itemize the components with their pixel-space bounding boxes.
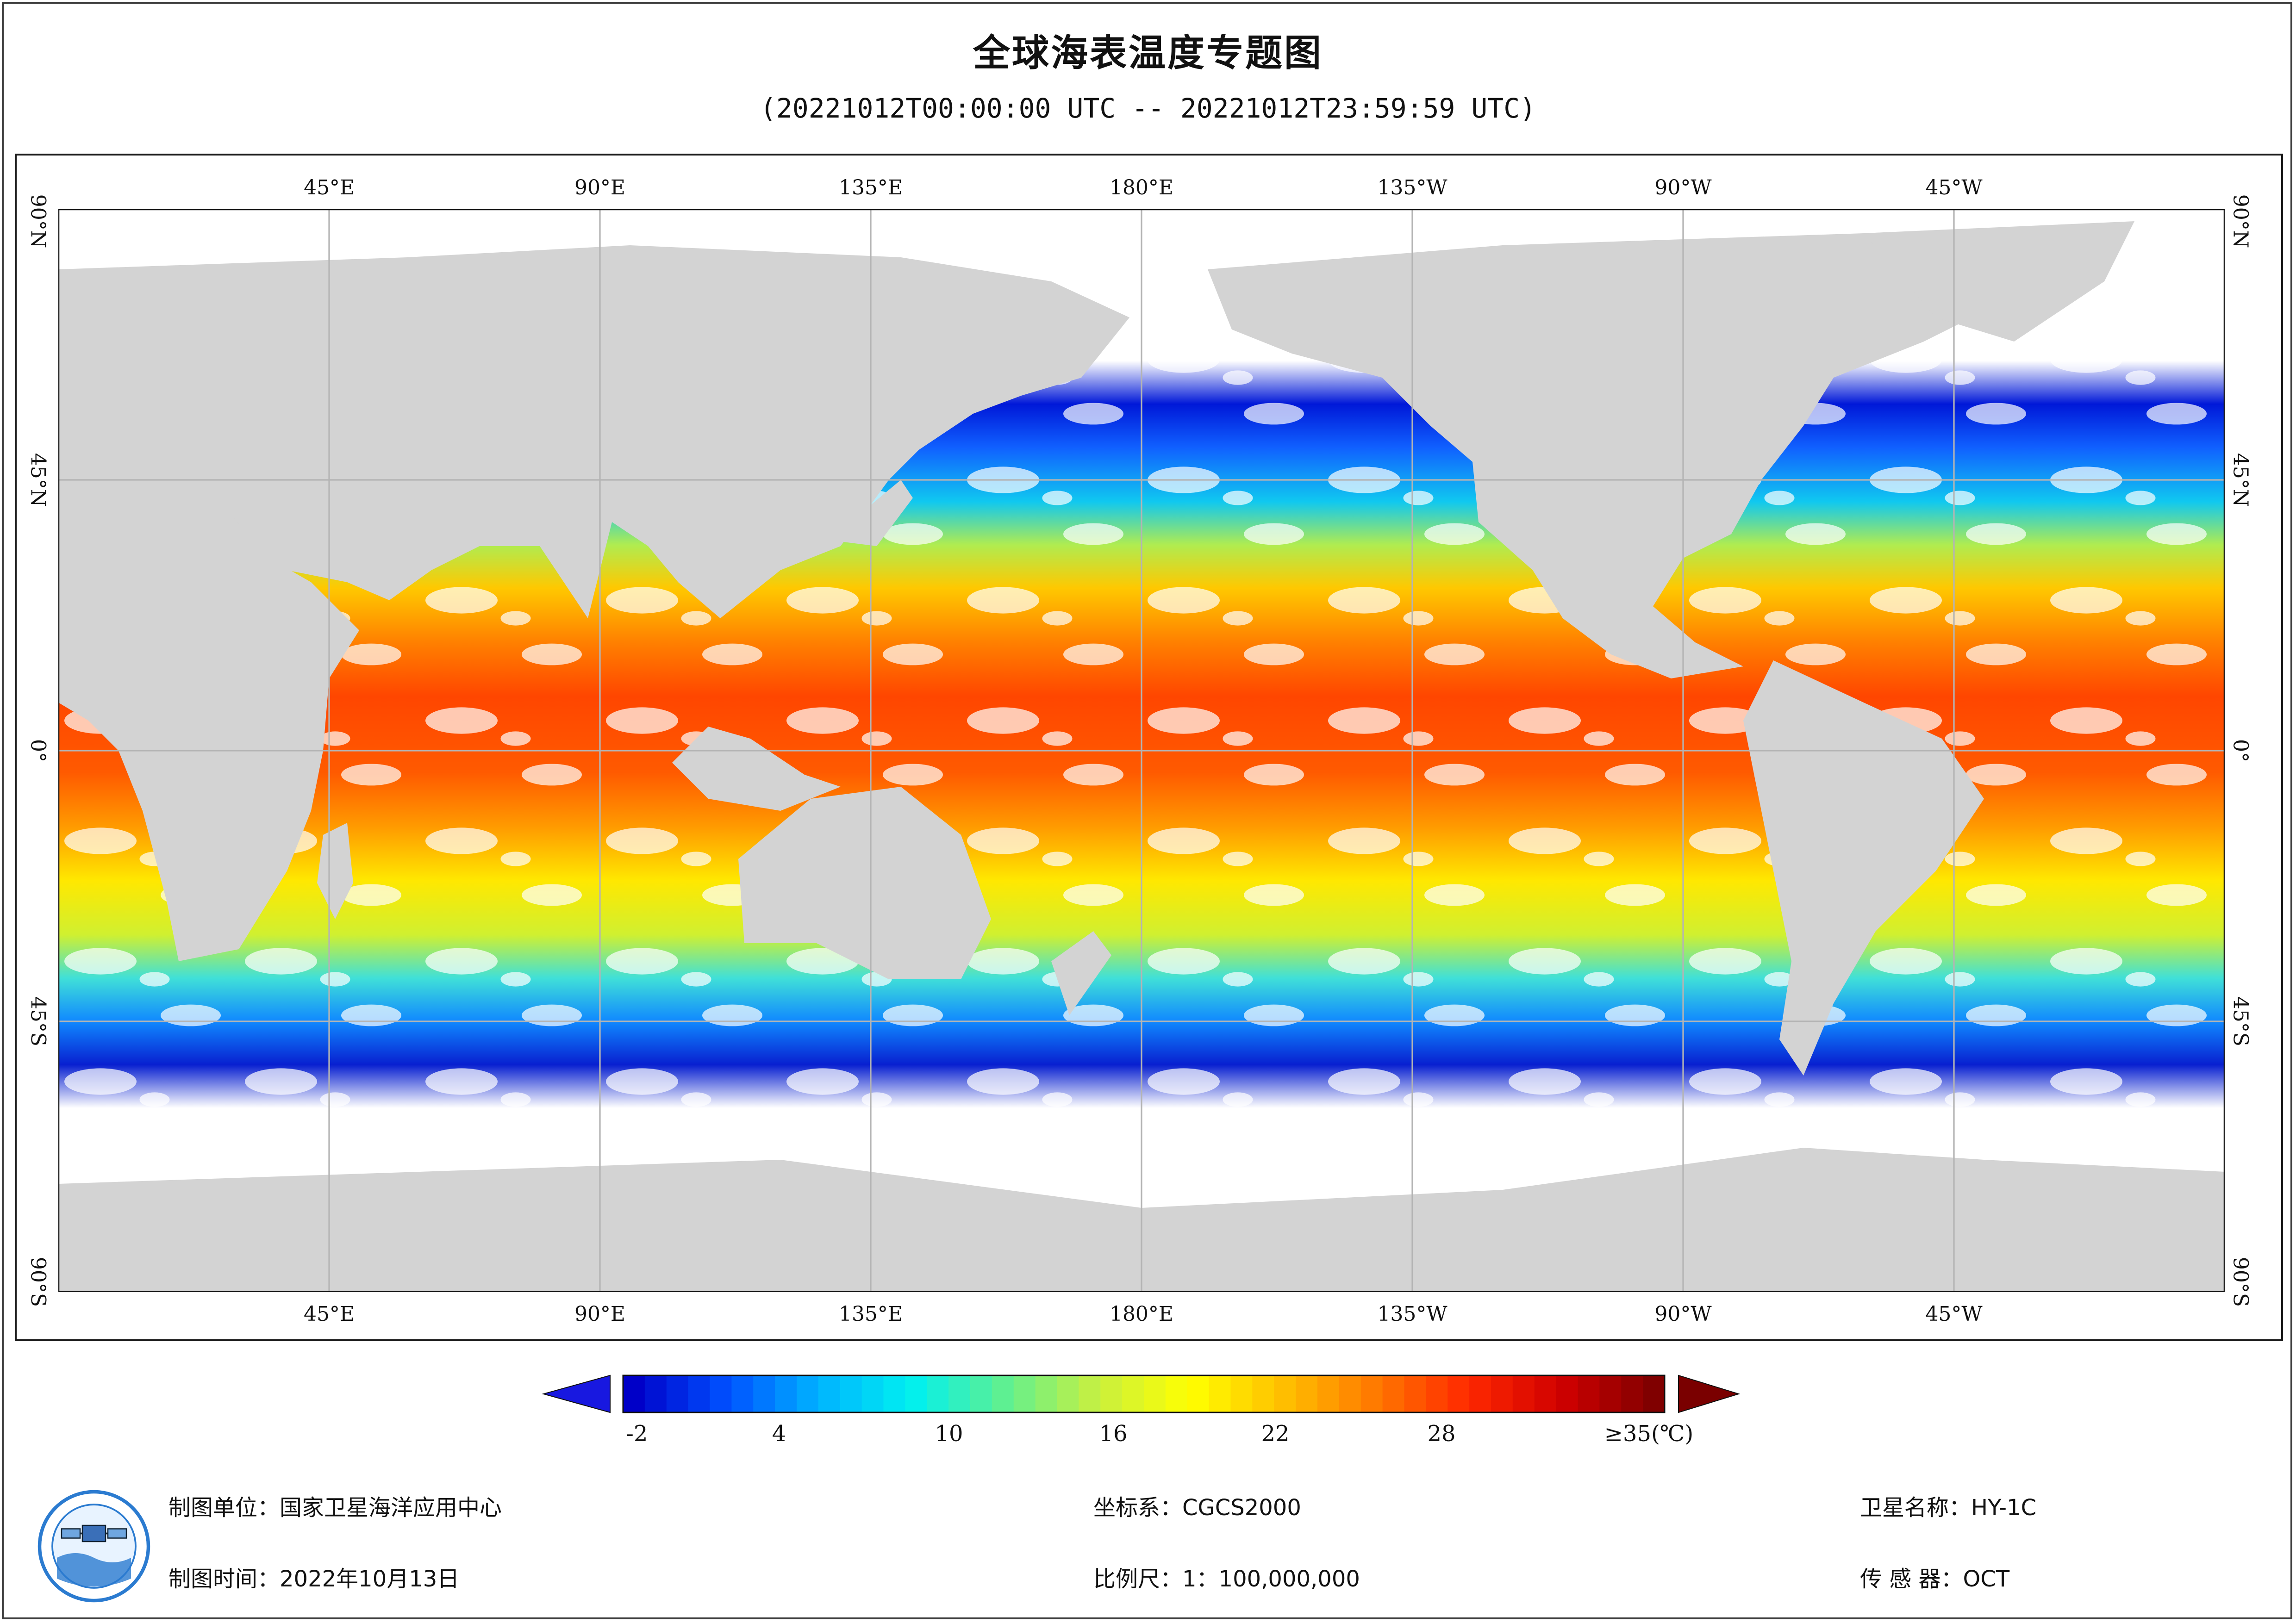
lon-label-45w-bottom: 45°W bbox=[1925, 1302, 1983, 1326]
colorbar-swatch bbox=[1252, 1375, 1274, 1412]
colorbar-swatch bbox=[1426, 1375, 1448, 1412]
colorbar-tick-label: 28 bbox=[1427, 1421, 1456, 1447]
colorbar-tick-label: 4 bbox=[772, 1421, 786, 1447]
new-zealand-land bbox=[1051, 931, 1111, 1015]
colorbar-swatch bbox=[623, 1375, 645, 1412]
australia-land bbox=[738, 787, 991, 979]
lon-label-180e-top: 180°E bbox=[1109, 176, 1174, 199]
colorbar-tick-label: 22 bbox=[1261, 1421, 1290, 1447]
colorbar-swatch bbox=[948, 1375, 971, 1412]
map-scale: 比例尺：1：100,000,000 bbox=[1093, 1566, 1360, 1592]
graticule bbox=[58, 209, 2225, 1292]
eurasia-land bbox=[58, 245, 1129, 618]
colorbar-swatch bbox=[666, 1375, 689, 1412]
colorbar-swatch bbox=[1447, 1375, 1470, 1412]
colorbar-border bbox=[622, 1374, 1666, 1413]
satellite-name: 卫星名称：HY-1C bbox=[1860, 1495, 2037, 1521]
colorbar-swatch bbox=[1165, 1375, 1188, 1412]
lon-label-90w-top: 90°W bbox=[1654, 176, 1712, 199]
sst-map bbox=[58, 209, 2225, 1292]
lon-label-90w-bottom: 90°W bbox=[1654, 1302, 1712, 1326]
colorbar-swatch bbox=[1317, 1375, 1340, 1412]
madagascar-land bbox=[317, 823, 353, 919]
colorbar-swatch bbox=[992, 1375, 1014, 1412]
colorbar-swatch bbox=[775, 1375, 797, 1412]
lon-label-135w-bottom: 135°W bbox=[1377, 1302, 1447, 1326]
africa-land bbox=[58, 492, 359, 961]
lon-label-135e-top: 135°E bbox=[838, 176, 903, 199]
lon-label-90e-bottom: 90°E bbox=[574, 1302, 626, 1326]
colorbar-tick-label: ≥35(℃) bbox=[1604, 1421, 1694, 1447]
colorbar-swatch bbox=[1556, 1375, 1578, 1412]
colorbar-swatch bbox=[883, 1375, 905, 1412]
colorbar-swatch bbox=[1578, 1375, 1600, 1412]
greenland-land bbox=[1864, 221, 2134, 342]
colorbar-swatch bbox=[644, 1375, 667, 1412]
colorbar-swatch bbox=[970, 1375, 992, 1412]
time-range-subtitle: (20221012T00:00:00 UTC -- 20221012T23:59… bbox=[760, 93, 1536, 124]
north-america-land bbox=[1208, 233, 2044, 678]
colorbar-swatch bbox=[1621, 1375, 1643, 1412]
producer-agency: 制图单位：国家卫星海洋应用中心 bbox=[168, 1495, 502, 1521]
colorbar-swatch bbox=[1144, 1375, 1166, 1412]
colorbar-low-arrow bbox=[542, 1374, 611, 1413]
lon-label-135w-top: 135°W bbox=[1377, 176, 1447, 199]
sensor-name: 传 感 器：OCT bbox=[1860, 1566, 2010, 1592]
lon-label-45e-bottom: 45°E bbox=[303, 1302, 355, 1326]
colorbar-swatch bbox=[840, 1375, 862, 1412]
lon-label-90e-top: 90°E bbox=[574, 176, 626, 199]
south-america-land bbox=[1743, 660, 1984, 1076]
colorbar-swatch bbox=[1013, 1375, 1036, 1412]
colorbar-swatch bbox=[1296, 1375, 1318, 1412]
colorbar-swatch bbox=[753, 1375, 775, 1412]
colorbar-swatch bbox=[1512, 1375, 1535, 1412]
lon-label-45w-top: 45°W bbox=[1925, 176, 1983, 199]
colorbar-swatch bbox=[818, 1375, 841, 1412]
colorbar-swatch bbox=[1339, 1375, 1361, 1412]
colorbar-swatch bbox=[1057, 1375, 1079, 1412]
map-frame bbox=[15, 154, 2283, 1341]
colorbar-swatch bbox=[1360, 1375, 1383, 1412]
colorbar-swatch bbox=[1035, 1375, 1058, 1412]
colorbar-swatch bbox=[1100, 1375, 1123, 1412]
colorbar-swatch bbox=[1274, 1375, 1296, 1412]
colorbar-tick-label: 16 bbox=[1099, 1421, 1128, 1447]
colorbar-swatch bbox=[1079, 1375, 1101, 1412]
colorbar-swatch bbox=[1122, 1375, 1144, 1412]
colorbar-swatch bbox=[1209, 1375, 1231, 1412]
colorbar-swatch bbox=[861, 1375, 884, 1412]
colorbar-swatch bbox=[1230, 1375, 1253, 1412]
colorbar-swatch bbox=[927, 1375, 949, 1412]
colorbar-swatch bbox=[1187, 1375, 1210, 1412]
colorbar-swatches bbox=[623, 1375, 1665, 1412]
colorbar-tick-label: 10 bbox=[935, 1421, 963, 1447]
production-date: 制图时间：2022年10月13日 bbox=[168, 1566, 460, 1592]
southeast-asia-islands bbox=[672, 727, 841, 811]
coordinate-system: 坐标系：CGCS2000 bbox=[1093, 1495, 1301, 1521]
colorbar-swatch bbox=[1404, 1375, 1426, 1412]
colorbar-swatch bbox=[797, 1375, 819, 1412]
colorbar-tick-label: -2 bbox=[626, 1421, 648, 1447]
colorbar-swatch bbox=[905, 1375, 927, 1412]
colorbar-swatch bbox=[1469, 1375, 1491, 1412]
map-title: 全球海表温度专题图 bbox=[973, 31, 1323, 75]
colorbar-swatch bbox=[688, 1375, 711, 1412]
nsoas-logo-icon bbox=[37, 1490, 150, 1603]
colorbar-swatch bbox=[1534, 1375, 1557, 1412]
colorbar-swatch bbox=[1599, 1375, 1622, 1412]
colorbar-swatch bbox=[731, 1375, 754, 1412]
colorbar-swatch bbox=[710, 1375, 732, 1412]
colorbar-swatch bbox=[1643, 1375, 1665, 1412]
lon-label-45e-top: 45°E bbox=[303, 176, 355, 199]
colorbar-swatch bbox=[1491, 1375, 1513, 1412]
colorbar-high-arrow bbox=[1678, 1374, 1741, 1413]
lon-label-135e-bottom: 135°E bbox=[838, 1302, 903, 1326]
lon-label-180e-bottom: 180°E bbox=[1109, 1302, 1174, 1326]
colorbar-swatch bbox=[1382, 1375, 1405, 1412]
